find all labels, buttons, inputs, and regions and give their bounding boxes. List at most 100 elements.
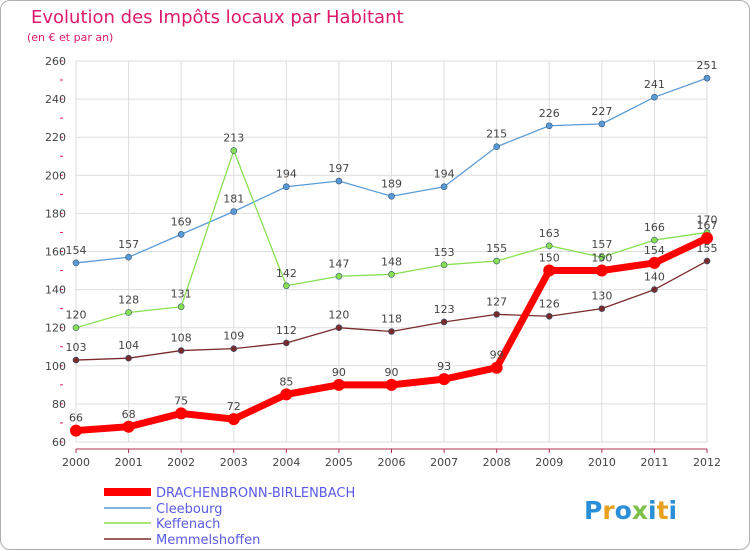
data-label: 109	[223, 330, 244, 343]
data-label: 163	[539, 227, 560, 240]
x-tick-label: 2005	[325, 456, 353, 469]
data-point	[177, 231, 185, 238]
x-tick-label: 2012	[693, 456, 721, 469]
data-point	[125, 354, 132, 362]
data-point	[125, 309, 132, 316]
data-label: 150	[539, 252, 560, 265]
data-point	[440, 318, 448, 326]
logo-letter: o	[615, 496, 632, 525]
data-point	[388, 192, 395, 200]
data-label: 120	[328, 309, 349, 322]
data-point	[70, 424, 82, 437]
data-label: 241	[644, 78, 665, 91]
logo-letter: x	[632, 496, 648, 525]
y-tick-label: 80	[52, 398, 66, 411]
data-point	[335, 272, 343, 280]
data-label: 131	[171, 288, 192, 301]
logo-text: Proxiti	[584, 496, 677, 525]
data-label: 72	[227, 400, 241, 413]
data-label: 226	[539, 107, 560, 120]
data-label: 154	[644, 244, 665, 257]
data-label: 112	[276, 324, 297, 337]
data-point	[385, 378, 398, 391]
data-point	[440, 183, 448, 191]
data-label: 147	[328, 257, 349, 270]
data-label: 170	[697, 213, 718, 226]
legend-label: DRACHENBRONN-BIRLENBACH	[156, 486, 355, 501]
data-point	[388, 271, 395, 278]
data-label: 166	[644, 221, 665, 234]
data-label: 120	[66, 309, 87, 322]
x-tick-label: 2011	[640, 456, 668, 469]
logo-letter: P	[584, 496, 602, 525]
x-tick-label: 2007	[430, 456, 458, 469]
data-point	[72, 259, 80, 267]
y-tick-label: 220	[45, 131, 66, 144]
x-tick-label: 2000	[62, 456, 90, 469]
x-tick-label: 2001	[115, 456, 143, 469]
data-label: 90	[385, 366, 399, 379]
data-point	[701, 232, 713, 245]
x-axis-ticks: 2000 2001 2002 2003 2004 2005 2006 2007 2008 2009…	[62, 456, 721, 469]
data-point	[543, 264, 556, 277]
logo-letter: i	[648, 496, 657, 525]
y-tick-label: 180	[45, 207, 66, 220]
data-label: 157	[118, 238, 139, 251]
data-label: 127	[486, 295, 507, 308]
data-point	[283, 339, 290, 347]
data-point	[440, 261, 448, 269]
data-point	[545, 312, 553, 320]
series-drachenbronn-birlenbach: 66 68 75 72 85 90 90 93 99 150 150 154 167	[69, 219, 718, 437]
legend-label: Keffenach	[156, 517, 220, 532]
data-point	[493, 143, 500, 151]
data-point	[493, 311, 500, 318]
y-tick-label: 100	[45, 360, 66, 373]
data-point	[230, 208, 238, 215]
data-label: 142	[276, 267, 297, 280]
data-label: 108	[171, 332, 192, 345]
y-tick-label: 160	[45, 246, 66, 259]
data-point	[598, 305, 606, 312]
data-label: 128	[118, 293, 139, 306]
x-tick-label: 2002	[167, 456, 195, 469]
y-axis-ticks: 60 80 100 120 140 160 180 200 220 240 260	[45, 55, 66, 449]
y-tick-label: 240	[45, 93, 66, 106]
x-tick-label: 2008	[483, 456, 511, 469]
x-tick-label: 2004	[272, 456, 300, 469]
data-point	[125, 253, 132, 261]
data-point	[598, 253, 606, 261]
data-point	[438, 373, 451, 386]
logo-letter: r	[602, 496, 615, 525]
chart-subtitle: (en € et par an)	[27, 31, 113, 44]
data-point	[175, 407, 188, 420]
y-tick-label: 260	[45, 55, 66, 68]
data-label: 123	[434, 303, 455, 316]
data-point	[335, 324, 343, 332]
data-label: 251	[697, 59, 718, 72]
x-tick-label: 2006	[378, 456, 406, 469]
y-tick-label: 120	[45, 322, 66, 335]
data-label: 140	[644, 271, 665, 284]
chart-title: Evolution des Impôts locaux par Habitant	[31, 7, 404, 28]
data-label: 155	[486, 242, 507, 255]
data-point	[335, 177, 343, 185]
data-point	[651, 93, 658, 101]
data-point	[72, 324, 80, 332]
y-tick-label: 140	[45, 284, 66, 297]
data-label: 93	[437, 360, 451, 373]
data-point	[703, 74, 711, 82]
legend: DRACHENBRONN-BIRLENBACHCleebourgKeffenac…	[104, 486, 355, 548]
data-label: 227	[591, 105, 612, 118]
data-point	[280, 388, 293, 401]
data-label: 68	[122, 408, 136, 421]
series-cleebourg: 154 157 169 181 194 197 189 194 215 226 227 241 251	[66, 59, 718, 267]
data-label: 148	[381, 255, 402, 268]
data-point	[648, 256, 661, 269]
data-label: 197	[328, 162, 349, 175]
data-point	[493, 257, 500, 265]
data-point	[545, 122, 553, 130]
data-label: 154	[66, 244, 87, 257]
